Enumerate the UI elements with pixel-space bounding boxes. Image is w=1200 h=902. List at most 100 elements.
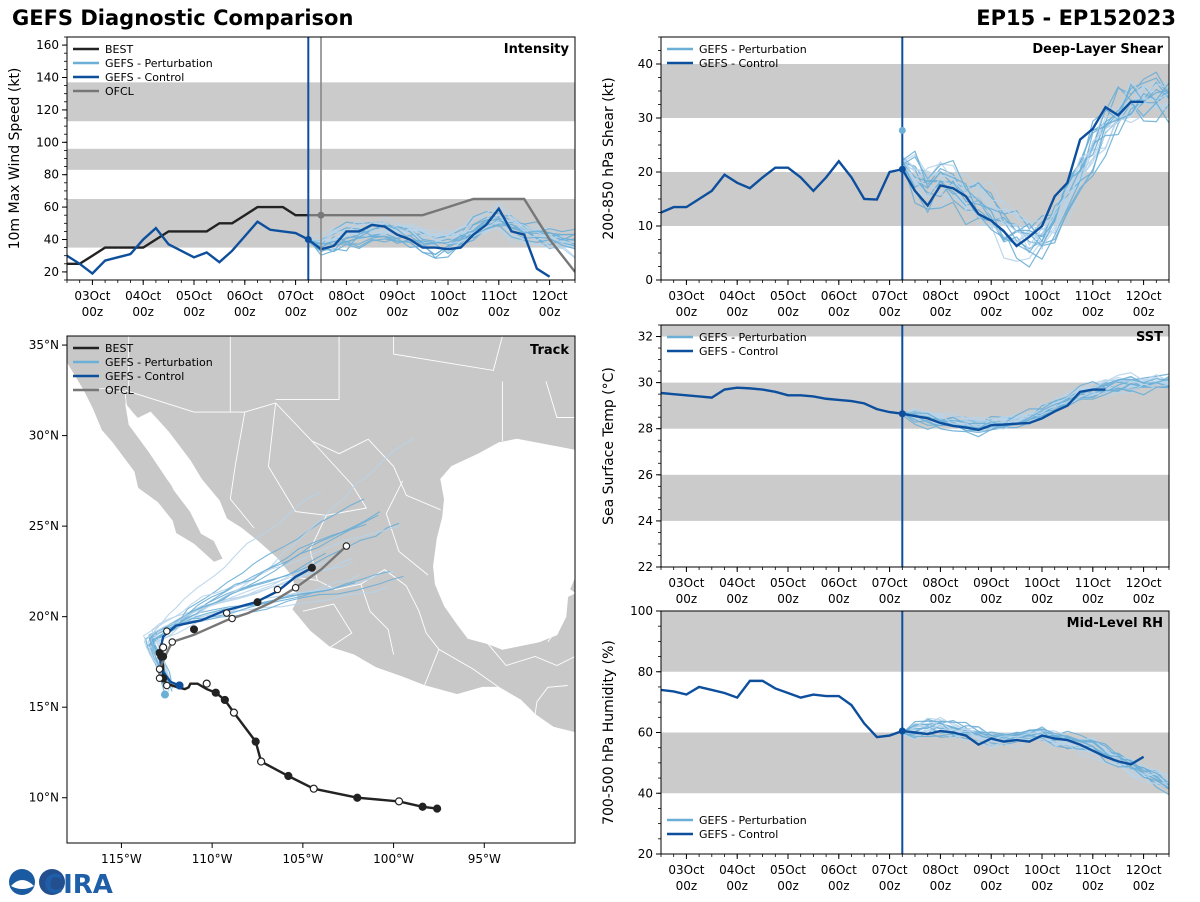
track-perturbation-line <box>143 559 334 685</box>
sst-ytick-label: 32 <box>638 330 653 344</box>
intensity-xtick-label-hour: 00z <box>336 305 358 319</box>
sst-panel-title: SST <box>1136 330 1163 345</box>
state-border <box>487 643 575 667</box>
state-border <box>302 603 353 648</box>
shear-perturbation-line <box>901 85 1169 223</box>
track-lon-label: 110°W <box>192 852 233 866</box>
sst-ytick-label: 30 <box>638 376 653 390</box>
sst-xtick-label-hour: 00z <box>1133 592 1155 606</box>
state-border <box>405 585 440 686</box>
rh-xtick-label: 07Oct <box>872 863 908 877</box>
track-perturbation-line <box>153 491 322 684</box>
sst-xtick-label: 11Oct <box>1075 576 1111 590</box>
intensity-ytick-label: 80 <box>44 168 59 182</box>
rh-xtick-label-hour: 00z <box>1133 879 1155 893</box>
sst-control-init-marker <box>898 410 906 418</box>
rh-ytick-label: 20 <box>638 847 653 861</box>
rh-control-init-marker <box>898 727 906 735</box>
intensity-xtick-label-hour: 00z <box>82 305 104 319</box>
intensity-xtick-label-hour: 00z <box>488 305 510 319</box>
shear-ytick-label: 20 <box>638 165 653 179</box>
sst-xtick-label-hour: 00z <box>676 592 698 606</box>
shear-xtick-label-hour: 00z <box>777 305 799 319</box>
rh-plot-area <box>661 611 1169 854</box>
rh-xtick-label-hour: 00z <box>726 879 748 893</box>
rh-xtick-label-hour: 00z <box>879 879 901 893</box>
track-ofcl-point <box>291 583 300 592</box>
shear-perturbation-init-marker <box>898 126 906 134</box>
track-legend-label: GEFS - Perturbation <box>105 356 213 369</box>
track-ofcl-point <box>163 681 171 690</box>
intensity-ylabel: 10m Max Wind Speed (kt) <box>7 68 23 250</box>
track-best-point <box>220 695 229 705</box>
intensity-ytick-label: 120 <box>36 103 59 117</box>
sst-ytick-label: 22 <box>638 560 653 574</box>
intensity-plot-area <box>67 37 575 280</box>
rh-ytick-label: 80 <box>638 665 653 679</box>
rh-xtick-label: 12Oct <box>1126 863 1162 877</box>
intensity-xtick-label-hour: 00z <box>132 305 154 319</box>
sst-band-0 <box>661 474 1169 521</box>
sst-perturbation-line <box>902 378 1169 429</box>
track-control-point <box>190 625 198 634</box>
track-frame <box>66 335 576 844</box>
track-ofcl-point <box>155 674 164 682</box>
track-perturbation-start <box>160 690 169 699</box>
shear-ytick-label: 40 <box>638 57 653 71</box>
sst-perturbation-line <box>901 385 1169 438</box>
intensity-ytick-label: 40 <box>44 233 59 247</box>
shear-panel-title: Deep-Layer Shear <box>1032 42 1163 57</box>
sst-xtick-label-hour: 00z <box>777 592 799 606</box>
shear-xtick-label: 03Oct <box>668 289 704 303</box>
gulf-of-california <box>125 403 238 539</box>
intensity-xtick-label: 12Oct <box>532 289 568 303</box>
rh-perturbation-line <box>901 720 1169 789</box>
track-best-point <box>251 737 260 746</box>
sst-xtick-label-hour: 00z <box>980 592 1002 606</box>
intensity-xtick-label: 06Oct <box>227 289 263 303</box>
intensity-xtick-label: 03Oct <box>74 289 110 303</box>
track-ofcl-point <box>342 542 351 550</box>
sst-xtick-label: 07Oct <box>872 576 908 590</box>
rh-xtick-label-hour: 00z <box>980 879 1002 893</box>
intensity-legend-label: GEFS - Control <box>105 71 184 84</box>
intensity-xtick-label: 11Oct <box>481 289 517 303</box>
rh-xtick-label: 06Oct <box>821 863 857 877</box>
sst-ytick-label: 26 <box>638 468 653 482</box>
intensity-ofcl-line <box>308 197 575 273</box>
intensity-perturbation-line <box>307 218 575 252</box>
track-lat-label: 20°N <box>29 610 59 624</box>
state-border <box>385 480 429 576</box>
intensity-legend-label: OFCL <box>105 85 135 98</box>
state-border <box>547 616 567 643</box>
track-best-point <box>433 804 442 813</box>
panel-intensity: 20 40 60 80 100 120 140 160 03Oct 00z 04Oct 00z 05Oc… <box>7 36 576 319</box>
rh-xtick-label: 05Oct <box>770 863 806 877</box>
rh-xtick-label-hour: 00z <box>828 879 850 893</box>
track-lat-label: 25°N <box>29 519 59 533</box>
sst-ylabel: Sea Surface Temp (°C) <box>601 367 617 525</box>
intensity-control-init-marker <box>304 236 312 243</box>
sst-xtick-label-hour: 00z <box>879 592 901 606</box>
shear-xtick-label-hour: 00z <box>1082 305 1104 319</box>
intensity-xtick-label-hour: 00z <box>234 305 256 319</box>
track-perturbation-line <box>148 511 381 692</box>
intensity-perturbation-line <box>308 211 575 247</box>
intensity-legend-label: BEST <box>105 43 133 56</box>
sst-xtick-label-hour: 00z <box>1082 592 1104 606</box>
track-ofcl-point <box>273 585 282 594</box>
shear-xtick-label: 06Oct <box>821 289 857 303</box>
north-america-land <box>67 336 575 733</box>
noaa-bird-icon <box>11 880 34 889</box>
intensity-xtick-label-hour: 00z <box>285 305 307 319</box>
track-perturbation-line <box>145 523 367 687</box>
panel-sst: 22 24 26 28 30 32 03Oct 00z 04Oct 00z 05Oct 00z 06Oc… <box>601 324 1170 606</box>
intensity-xtick-label: 07Oct <box>278 289 314 303</box>
rh-xtick-label: 11Oct <box>1075 863 1111 877</box>
state-border <box>393 336 503 371</box>
shear-perturbation-line <box>901 83 1169 241</box>
rh-xtick-label: 03Oct <box>668 863 704 877</box>
track-perturbation-line <box>143 575 296 684</box>
sst-xtick-label: 09Oct <box>973 576 1009 590</box>
